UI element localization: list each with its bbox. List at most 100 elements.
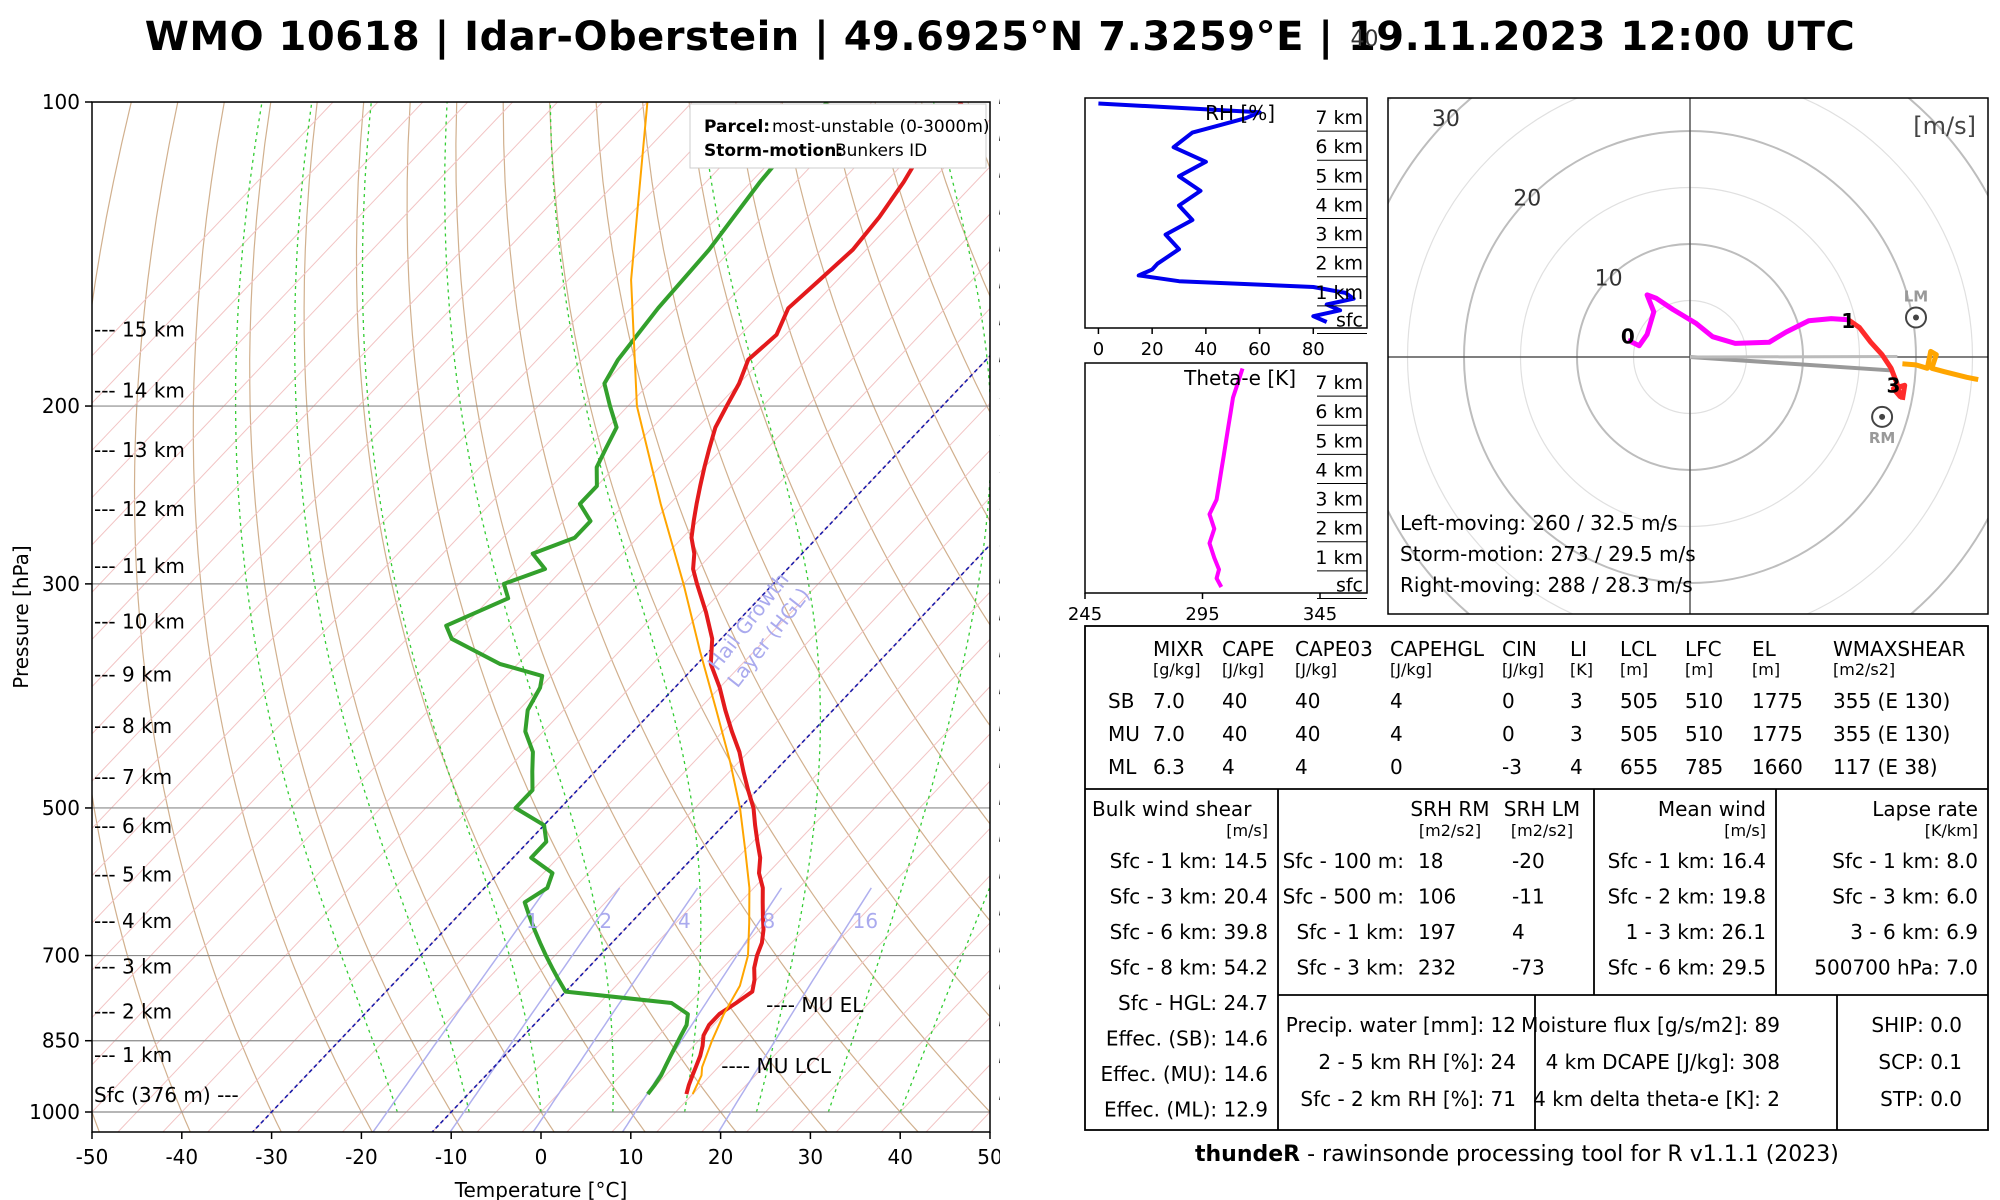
index-cell: 655 (1620, 755, 1658, 779)
legend-box (689, 103, 987, 169)
rh-x-tick-label: 20 (1141, 339, 1164, 360)
isotherm (92, 102, 514, 546)
hodo-ring-label: 40 (1351, 27, 1379, 52)
bulk-shear-title: Bulk wind shear (1092, 797, 1252, 821)
bulk-shear-row: Effec. (MU): 14.6 (1100, 1062, 1268, 1086)
y-tick-label: 200 (42, 394, 80, 418)
index-cell: 355 (E 130) (1833, 722, 1950, 746)
hodo-frame (1387, 97, 1989, 615)
bulk-shear-row: Sfc - 3 km: 20.4 (1110, 885, 1268, 909)
isotherm (92, 166, 990, 1113)
composite-row: SHIP: 0.0 (1871, 1013, 1962, 1037)
mixing-ratio-line (717, 887, 872, 1132)
srh-header: SRH LM (1504, 797, 1580, 821)
height-label: --- 1 km (94, 1043, 172, 1067)
y-tick-label: 1000 (29, 1100, 80, 1124)
index-col-unit: [m] (1620, 660, 1648, 679)
index-cell: 505 (1620, 689, 1658, 713)
mean-wind-unit: [m/s] (1724, 821, 1766, 840)
index-cell: 0 (1390, 755, 1403, 779)
dewpoint-line (444, 102, 829, 1096)
dry-adiabat (595, 102, 990, 1018)
srh-lm-value: -11 (1512, 885, 1545, 909)
theta-e-height-label: 6 km (1315, 401, 1363, 423)
dry-adiabat (549, 102, 990, 1113)
x-tick-label: -50 (76, 1145, 109, 1169)
theta-e-x-tick-label: 345 (1303, 604, 1337, 625)
index-cell: 1775 (1752, 689, 1803, 713)
index-row-label: ML (1108, 755, 1137, 779)
legend-parcel-value: most-unstable (0-3000m) (772, 117, 990, 137)
x-tick-label: -20 (345, 1145, 378, 1169)
index-cell: 117 (E 38) (1833, 755, 1938, 779)
rh-x-tick-label: 0 (1093, 339, 1104, 360)
temperature-line (684, 102, 964, 1095)
storm-marker-label: LM (1904, 287, 1929, 305)
x-tick-label: -30 (255, 1145, 288, 1169)
srh-rm-value: 232 (1418, 956, 1456, 980)
theta-e-line (1207, 367, 1245, 588)
isotherm (790, 922, 990, 1132)
rh-height-label: 6 km (1315, 136, 1363, 158)
srh-rm-value: 18 (1418, 849, 1443, 873)
lapse-rate-row: 3 - 6 km: 6.9 (1850, 920, 1978, 944)
srh-row-label: Sfc - 1 km: (1296, 920, 1404, 944)
isotherm (92, 118, 990, 1066)
mixing-ratio-label: 1 (526, 909, 539, 933)
mixing-ratio-line (621, 887, 783, 1132)
index-col-header: MIXR (1153, 637, 1204, 661)
footer-brand: thundeR (1195, 1142, 1301, 1167)
height-label: --- 7 km (94, 765, 172, 789)
x-tick-label: 0 (535, 1145, 548, 1169)
hodo-ring-label: 20 (1513, 187, 1541, 212)
mean-wind-row: Sfc - 2 km: 19.8 (1608, 885, 1766, 909)
theta-e-height-label: 7 km (1315, 372, 1363, 394)
y-tick-label: 300 (42, 572, 80, 596)
theta-e-height-label: 5 km (1315, 430, 1363, 452)
height-label: --- 9 km (94, 663, 172, 687)
index-col-unit: [J/kg] (1502, 660, 1544, 679)
index-cell: 4 (1390, 722, 1403, 746)
index-cell: -3 (1502, 755, 1522, 779)
theta-e-height-label: sfc (1336, 575, 1363, 597)
index-row-label: SB (1108, 689, 1134, 713)
index-col-unit: [m] (1685, 660, 1713, 679)
index-col-unit: [J/kg] (1390, 660, 1432, 679)
dry-adiabat (92, 102, 191, 1132)
hodo-height-mark: 1 (1841, 309, 1855, 333)
storm-marker-dot (1913, 314, 1919, 321)
mixing-ratio-label: 16 (853, 909, 878, 933)
index-col-header: WMAXSHEAR (1833, 637, 1965, 661)
index-cell: 355 (E 130) (1833, 689, 1950, 713)
isotherm (92, 102, 963, 1019)
index-col-unit: [J/kg] (1295, 660, 1337, 679)
x-tick-label: 30 (798, 1145, 823, 1169)
x-tick-label: -40 (165, 1145, 198, 1169)
hodo-height-mark: 3 (1886, 373, 1900, 397)
moist-adiabat (294, 102, 470, 1113)
index-cell: 7.0 (1153, 722, 1185, 746)
isotherm (521, 638, 990, 1132)
index-cell: 510 (1685, 722, 1723, 746)
isotherm (92, 102, 828, 877)
composite-row: SCP: 0.1 (1878, 1050, 1962, 1074)
hodo-plot (1388, 98, 1988, 614)
dry-adiabat (642, 102, 990, 922)
height-label: --- 13 km (94, 438, 185, 462)
hodo-segment (1626, 292, 1849, 349)
srh-header: SRH RM (1410, 797, 1489, 821)
index-cell: 40 (1295, 722, 1320, 746)
height-label: --- 8 km (94, 714, 172, 738)
mixing-ratio-label: 8 (762, 909, 775, 933)
y-tick-label: 850 (42, 1029, 80, 1053)
isotherm (92, 102, 334, 357)
index-col-unit: [m] (1752, 660, 1780, 679)
x-tick-label: 10 (618, 1145, 643, 1169)
isotherm (476, 591, 990, 1132)
rh-x-tick-label: 80 (1302, 339, 1325, 360)
height-label: --- 10 km (94, 610, 185, 634)
isotherm (92, 102, 469, 499)
flux-row: 4 km DCAPE [J/kg]: 308 (1546, 1050, 1780, 1074)
